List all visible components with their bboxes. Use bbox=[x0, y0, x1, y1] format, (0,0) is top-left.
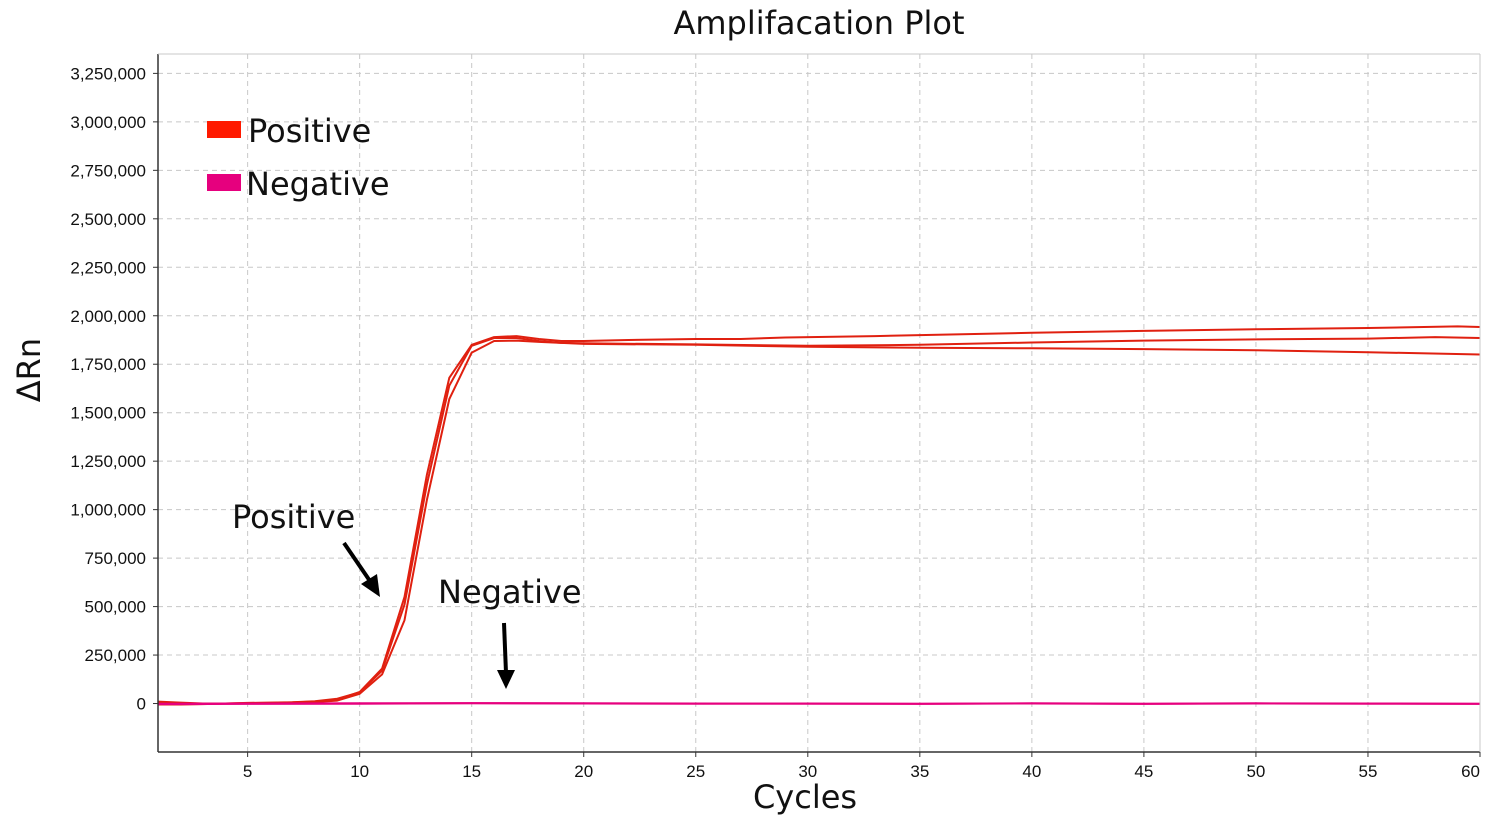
x-ticks: 5 10 15 20 25 30 35 40 45 50 55 60 bbox=[243, 752, 1481, 781]
legend-swatch-positive bbox=[207, 121, 241, 138]
y-tick-label: 3,250,000 bbox=[70, 64, 146, 83]
series-line-negative bbox=[157, 702, 1481, 705]
x-tick-label: 25 bbox=[686, 762, 705, 781]
x-tick-label: 60 bbox=[1461, 762, 1480, 781]
y-tick-label: 500,000 bbox=[85, 598, 146, 617]
y-tick-label: 1,000,000 bbox=[70, 501, 146, 520]
annotation-negative-arrow bbox=[497, 622, 515, 689]
legend: Positive Negative bbox=[207, 112, 390, 203]
y-tick-label: 0 bbox=[137, 695, 146, 714]
legend-label-positive: Positive bbox=[248, 112, 371, 150]
y-axis-label: ΔRn bbox=[10, 338, 48, 402]
y-tick-label: 1,750,000 bbox=[70, 355, 146, 374]
y-ticks: 0 250,000 500,000 750,000 1,000,000 1,250,000… bbox=[70, 64, 158, 714]
series-line-positive bbox=[157, 337, 1481, 705]
legend-swatch-negative bbox=[207, 174, 241, 191]
y-tick-label: 750,000 bbox=[85, 549, 146, 568]
y-tick-label: 3,000,000 bbox=[70, 113, 146, 132]
series-line-positive bbox=[157, 325, 1481, 705]
x-tick-label: 40 bbox=[1022, 762, 1041, 781]
series-layer bbox=[157, 325, 1481, 706]
x-tick-label: 20 bbox=[574, 762, 593, 781]
y-tick-label: 2,000,000 bbox=[70, 307, 146, 326]
x-tick-label: 5 bbox=[243, 762, 252, 781]
x-tick-label: 30 bbox=[798, 762, 817, 781]
legend-label-negative: Negative bbox=[246, 165, 390, 203]
x-tick-label: 15 bbox=[462, 762, 481, 781]
x-axis-label: Cycles bbox=[753, 778, 857, 816]
series-line-positive bbox=[158, 336, 1481, 706]
axes bbox=[157, 53, 1481, 753]
chart-title: Amplifacation Plot bbox=[673, 4, 964, 42]
y-tick-label: 1,250,000 bbox=[70, 452, 146, 471]
x-tick-label: 55 bbox=[1359, 762, 1378, 781]
y-tick-label: 2,500,000 bbox=[70, 210, 146, 229]
x-tick-label: 35 bbox=[910, 762, 929, 781]
y-tick-label: 2,750,000 bbox=[70, 161, 146, 180]
x-tick-label: 50 bbox=[1246, 762, 1265, 781]
y-tick-label: 1,500,000 bbox=[70, 404, 146, 423]
annotations: Positive Negative bbox=[232, 498, 582, 689]
annotation-positive-arrow bbox=[342, 541, 380, 597]
y-tick-label: 250,000 bbox=[85, 646, 146, 665]
y-tick-label: 2,250,000 bbox=[70, 258, 146, 277]
x-tick-label: 45 bbox=[1134, 762, 1153, 781]
grid bbox=[158, 54, 1481, 752]
annotation-positive-label: Positive bbox=[232, 498, 355, 536]
x-tick-label: 10 bbox=[350, 762, 369, 781]
annotation-negative-label: Negative bbox=[438, 573, 582, 611]
